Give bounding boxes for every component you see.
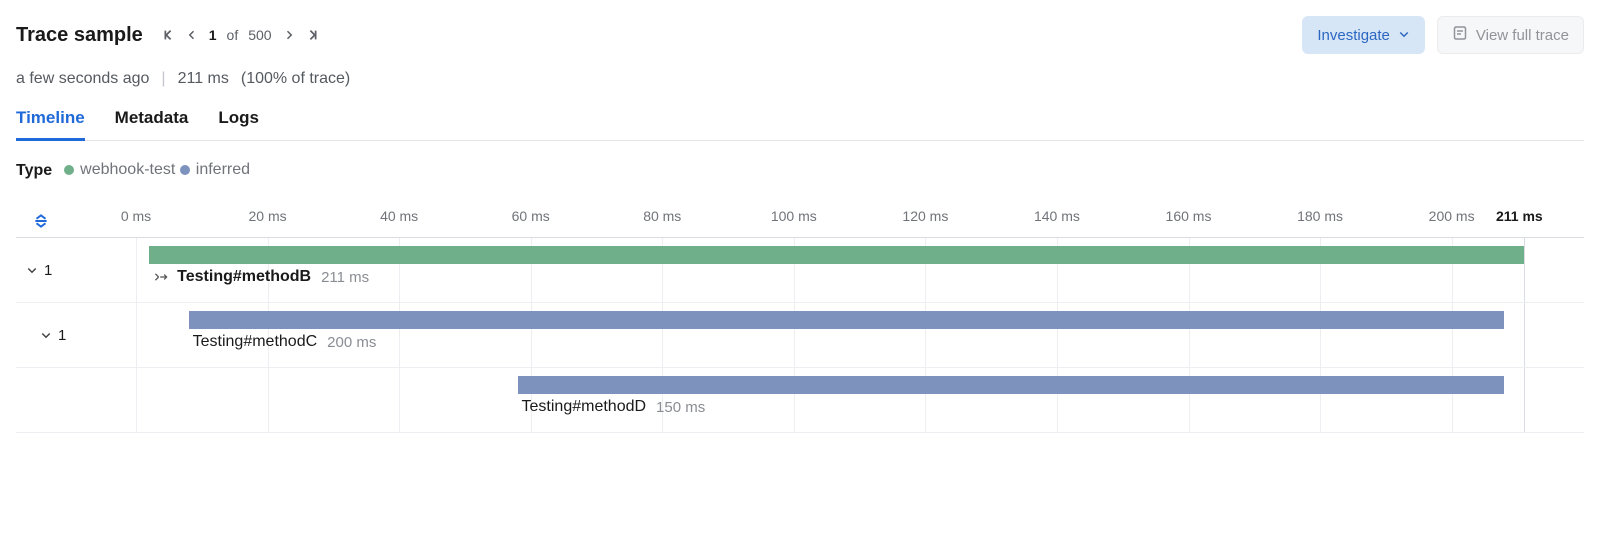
pager-last-icon[interactable] (306, 28, 320, 42)
span-track: Testing#methodD 150 ms (136, 368, 1524, 432)
span-row[interactable]: 1 Testing#methodC 200 ms (16, 303, 1584, 368)
separator: | (161, 70, 165, 88)
page-title: Trace sample (16, 24, 143, 47)
axis-tick: 200 ms (1429, 208, 1475, 224)
pager: 1 of 500 (161, 27, 320, 43)
document-icon (1452, 25, 1468, 45)
span-duration: 150 ms (656, 399, 705, 416)
span-name: Testing#methodD (522, 398, 647, 416)
pager-current: 1 (209, 27, 217, 43)
span-track: Testing#methodC 200 ms (136, 303, 1524, 367)
axis-tick: 60 ms (512, 208, 550, 224)
axis-tick: 160 ms (1166, 208, 1212, 224)
view-full-trace-label: View full trace (1476, 27, 1569, 44)
axis-tick: 140 ms (1034, 208, 1080, 224)
collapse-all-icon[interactable] (32, 212, 50, 233)
axis-tick: 80 ms (643, 208, 681, 224)
axis-tick: 20 ms (249, 208, 287, 224)
legend-item: inferred (180, 161, 250, 179)
chevron-down-icon[interactable] (26, 264, 38, 276)
axis-tick: 180 ms (1297, 208, 1343, 224)
tab-metadata[interactable]: Metadata (115, 108, 189, 141)
investigate-button[interactable]: Investigate (1302, 16, 1425, 54)
legend-dot (64, 165, 74, 175)
span-bar[interactable] (149, 246, 1524, 264)
entry-arrow-icon (153, 270, 169, 284)
pager-prev-icon[interactable] (185, 28, 199, 42)
pager-first-icon[interactable] (161, 28, 175, 42)
meta-age: a few seconds ago (16, 70, 149, 88)
legend-dot (180, 165, 190, 175)
span-child-count: 1 (44, 262, 52, 279)
tabs: Timeline Metadata Logs (16, 108, 1584, 141)
span-row-toggle (16, 368, 136, 432)
span-duration: 211 ms (321, 269, 369, 286)
pager-sep: of (227, 27, 239, 43)
span-row-toggle[interactable]: 1 (16, 238, 136, 302)
meta-row: a few seconds ago | 211 ms (100% of trac… (16, 70, 1584, 88)
span-row[interactable]: Testing#methodD 150 ms (16, 368, 1584, 433)
view-full-trace-button[interactable]: View full trace (1437, 16, 1584, 54)
legend-item-label: inferred (196, 161, 250, 179)
chevron-down-icon[interactable] (40, 329, 52, 341)
tab-logs[interactable]: Logs (218, 108, 259, 141)
legend-item: webhook-test (64, 161, 175, 179)
span-row-toggle[interactable]: 1 (16, 303, 136, 367)
investigate-label: Investigate (1317, 27, 1390, 44)
span-label: Testing#methodB 211 ms (153, 268, 369, 286)
span-child-count: 1 (58, 327, 66, 344)
span-track: Testing#methodB 211 ms (136, 238, 1524, 302)
axis-tick: 0 ms (121, 208, 151, 224)
span-bar[interactable] (189, 311, 1505, 329)
chevron-down-icon (1398, 27, 1410, 44)
axis-tick: 120 ms (902, 208, 948, 224)
legend-item-label: webhook-test (80, 161, 175, 179)
span-bar[interactable] (518, 376, 1505, 394)
timeline: 0 ms 20 ms 40 ms 60 ms 80 ms 100 ms 120 ms 140 … (16, 208, 1584, 433)
meta-duration: 211 ms (178, 70, 229, 88)
pager-total: 500 (248, 27, 271, 43)
span-name: Testing#methodC (193, 333, 318, 351)
span-name: Testing#methodB (177, 268, 311, 286)
axis-tick: 40 ms (380, 208, 418, 224)
pager-next-icon[interactable] (282, 28, 296, 42)
span-duration: 200 ms (327, 334, 376, 351)
axis-tick: 100 ms (771, 208, 817, 224)
tab-timeline[interactable]: Timeline (16, 108, 85, 141)
legend: Type webhook-test inferred (16, 161, 1584, 180)
axis-final-label: 211 ms (1496, 208, 1543, 224)
span-label: Testing#methodD 150 ms (522, 398, 706, 416)
legend-label: Type (16, 162, 52, 180)
span-row[interactable]: 1 Testing#methodB 211 ms (16, 238, 1584, 303)
meta-pct: (100% of trace) (241, 70, 350, 88)
span-label: Testing#methodC 200 ms (193, 333, 377, 351)
